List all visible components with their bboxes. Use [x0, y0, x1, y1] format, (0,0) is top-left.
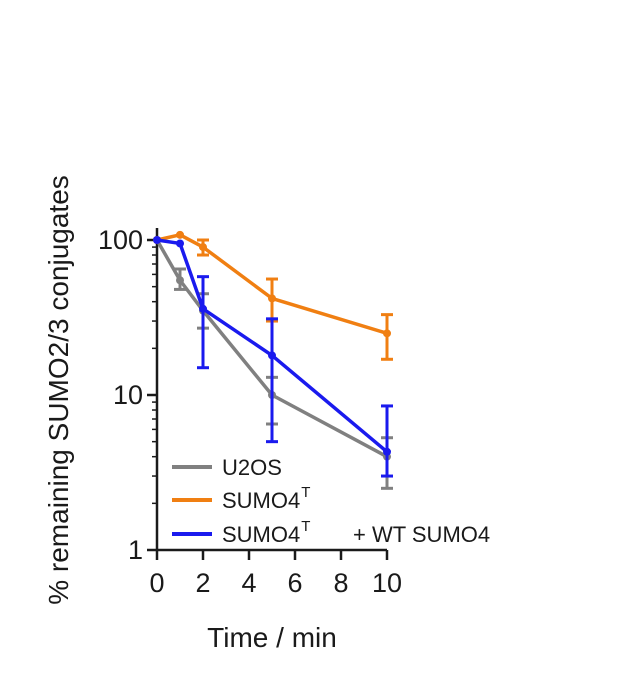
series-layer	[153, 230, 393, 490]
data-point	[176, 239, 184, 248]
y-tick-label: 10	[113, 380, 143, 410]
legend-superscript: T	[301, 484, 310, 501]
data-point	[383, 329, 391, 338]
data-point	[199, 243, 207, 252]
y-axis-title: % remaining SUMO2/3 conjugates	[43, 175, 74, 605]
legend-label: SUMO4	[222, 488, 300, 513]
legend-entry-1: SUMO4 T	[172, 484, 310, 513]
x-tick-label: 6	[287, 568, 302, 598]
x-tick-label: 2	[195, 568, 210, 598]
data-point	[268, 351, 276, 360]
legend-entry-2: SUMO4 T + WT SUMO4	[172, 518, 490, 547]
data-point	[199, 304, 207, 313]
y-tick-label: 100	[98, 225, 143, 255]
series-1	[153, 230, 393, 361]
series-2	[153, 236, 393, 478]
x-tick-label: 0	[149, 568, 164, 598]
data-point	[176, 276, 184, 285]
axes: 1 10 100 0 2 4 6 8 10	[98, 225, 402, 598]
y-tick-label: 1	[128, 535, 143, 565]
legend-label: U2OS	[222, 455, 282, 480]
legend-suffix: + WT SUMO4	[353, 522, 490, 547]
data-point	[383, 447, 391, 456]
data-point	[268, 294, 276, 303]
data-point	[176, 230, 184, 239]
x-tick-label: 8	[333, 568, 348, 598]
legend-superscript: T	[301, 518, 310, 535]
legend-entry-0: U2OS	[172, 455, 282, 480]
x-tick-label: 4	[241, 568, 256, 598]
legend-label: SUMO4	[222, 522, 300, 547]
x-tick-label: 10	[372, 568, 402, 598]
x-axis-title: Time / min	[207, 622, 337, 653]
data-point	[153, 236, 161, 244]
